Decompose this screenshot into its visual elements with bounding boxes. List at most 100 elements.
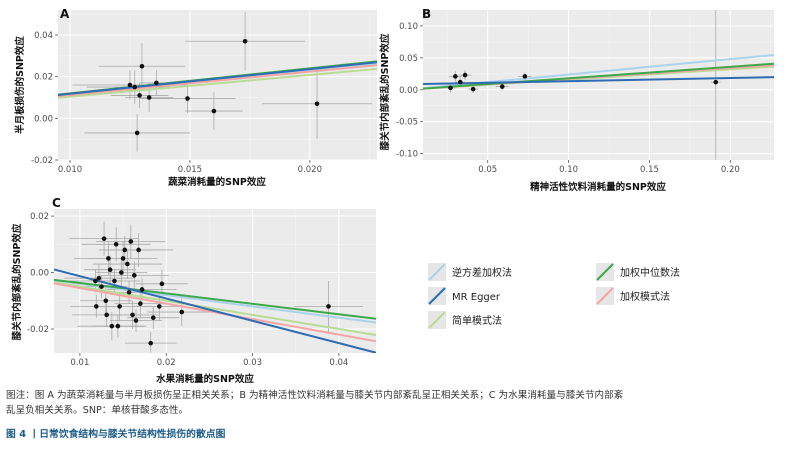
data-point bbox=[115, 323, 121, 329]
data-point bbox=[101, 236, 107, 241]
y-tick-label: -0.02 bbox=[27, 325, 49, 335]
x-tick-label: 0.05 bbox=[478, 165, 497, 175]
data-point bbox=[462, 72, 468, 78]
regression-line-mr-egger bbox=[58, 61, 377, 96]
caption-line-2: 乱呈负相关关系。SNP：单核苷酸多态性。 bbox=[6, 405, 189, 416]
data-point bbox=[126, 289, 132, 295]
data-point bbox=[96, 275, 102, 281]
regression-line-weighted-median bbox=[54, 278, 376, 320]
data-point bbox=[134, 130, 140, 136]
data-point bbox=[109, 323, 115, 329]
data-point bbox=[94, 304, 99, 309]
regression-line-mr-egger bbox=[423, 76, 774, 86]
legend-label: 加权模式法 bbox=[620, 290, 670, 303]
panel-b-points bbox=[448, 72, 719, 92]
data-point bbox=[157, 304, 162, 309]
data-point bbox=[457, 79, 463, 85]
legend-item: 逆方差加权法 bbox=[428, 263, 512, 281]
y-tick-label: 0.04 bbox=[34, 31, 53, 41]
figure: 0.010 0.015 0.020 -0.02 0.00 0.02 0.04 A 蔬菜消耗量… bbox=[11, 7, 774, 385]
regression-line-weighted-median bbox=[423, 62, 774, 90]
legend-label: 加权中位数法 bbox=[620, 266, 680, 279]
x-tick-label: 0.03 bbox=[243, 358, 262, 368]
x-tick-label: 0.020 bbox=[298, 165, 322, 175]
panel-c-xlabel: 水果消耗量的SNP效应 bbox=[156, 373, 254, 385]
regression-line-mr-egger bbox=[54, 268, 376, 353]
data-point bbox=[148, 340, 153, 346]
data-point bbox=[104, 312, 109, 318]
panel-b-ylabel: 膝关节内部紊乱的SNP效应 bbox=[379, 33, 391, 150]
y-tick-label: 0.10 bbox=[399, 22, 418, 32]
data-point bbox=[139, 63, 145, 69]
panel-c-points bbox=[93, 236, 331, 346]
panel-b-xlabel: 精神活性饮料消耗量的SNP效应 bbox=[530, 181, 666, 193]
legend-item: 加权中位数法 bbox=[596, 263, 680, 281]
data-point bbox=[242, 38, 248, 44]
data-point bbox=[179, 309, 185, 315]
panel-c-grid bbox=[54, 209, 376, 353]
panel-c: 0.01 0.02 0.03 0.04 -0.02 0.00 0.02 C 水果消耗量的SN… bbox=[11, 196, 376, 385]
panel-a-grid bbox=[58, 10, 377, 161]
panel-c-regression-lines bbox=[54, 268, 376, 353]
data-point bbox=[119, 270, 124, 275]
panel-b-ticks: 0.05 0.10 0.15 0.20 -0.10 -0.05 0.00 0.05 0.10 bbox=[396, 22, 740, 175]
data-point bbox=[112, 278, 117, 284]
y-tick-label: 0.00 bbox=[399, 86, 418, 96]
regression-line-simple-mode bbox=[54, 281, 376, 337]
x-tick-label: 0.015 bbox=[178, 165, 202, 175]
data-point bbox=[103, 298, 109, 304]
panel-a: 0.010 0.015 0.020 -0.02 0.00 0.02 0.04 A 蔬菜消耗量… bbox=[14, 7, 377, 188]
panel-c-ticks: 0.01 0.02 0.03 0.04 -0.02 0.00 0.02 bbox=[27, 212, 348, 368]
x-tick-label: 0.02 bbox=[157, 358, 176, 368]
data-point bbox=[159, 281, 165, 287]
regression-line-ivw bbox=[54, 279, 376, 324]
y-tick-label: -0.05 bbox=[396, 118, 418, 128]
y-tick-label: 0.00 bbox=[34, 114, 53, 124]
y-tick-label: 0.02 bbox=[34, 73, 53, 83]
data-point bbox=[499, 84, 505, 89]
y-tick-label: 0.02 bbox=[30, 212, 49, 222]
x-tick-label: 0.15 bbox=[640, 165, 659, 175]
y-tick-label: 0.05 bbox=[399, 54, 418, 64]
panel-a-points bbox=[127, 38, 320, 136]
regression-line-weighted-mode bbox=[54, 282, 376, 343]
data-point bbox=[713, 79, 719, 85]
legend-item: 简单模式法 bbox=[428, 311, 502, 329]
data-point bbox=[448, 85, 453, 91]
panel-c-letter: C bbox=[52, 196, 61, 210]
caption-line-1: 图注：图 A 为蔬菜消耗量与半月板损伤呈正相关关系；B 为精神活性饮料消耗量与膝… bbox=[6, 390, 624, 401]
legend-key-line bbox=[428, 287, 446, 305]
data-point bbox=[128, 239, 134, 244]
legend-label: MR Egger bbox=[452, 292, 501, 303]
legend-item: MR Egger bbox=[428, 287, 501, 305]
data-point bbox=[132, 84, 138, 90]
data-point bbox=[139, 287, 145, 292]
data-point bbox=[113, 241, 119, 247]
regression-line-weighted-mode bbox=[58, 64, 377, 98]
panel-b-letter: B bbox=[422, 7, 431, 21]
legend-label: 简单模式法 bbox=[452, 314, 502, 327]
x-tick-label: 0.20 bbox=[721, 165, 740, 175]
panel-c-ylabel: 膝关节内部紊乱的SNP效应 bbox=[11, 223, 23, 340]
panel-a-ylabel: 半月板损伤的SNP效应 bbox=[14, 36, 26, 134]
figure-title: 图 4 丨日常饮食结构与膝关节结构性损伤的散点图 bbox=[6, 429, 226, 440]
data-point bbox=[326, 304, 331, 309]
data-point bbox=[522, 74, 528, 79]
data-point bbox=[150, 315, 156, 321]
panel-b: 0.05 0.10 0.15 0.20 -0.10 -0.05 0.00 0.05 0.10 B… bbox=[379, 7, 774, 193]
regression-line-simple-mode bbox=[58, 67, 377, 99]
panel-a-xlabel: 蔬菜消耗量的SNP效应 bbox=[168, 176, 266, 188]
y-tick-label: -0.10 bbox=[396, 150, 418, 160]
data-point bbox=[154, 80, 159, 86]
figure-caption: 图注：图 A 为蔬菜消耗量与半月板损伤呈正相关关系；B 为精神活性饮料消耗量与膝… bbox=[6, 388, 792, 418]
data-point bbox=[99, 284, 104, 289]
panel-a-letter: A bbox=[60, 7, 70, 21]
panel-b-regression-lines bbox=[423, 54, 774, 90]
data-point bbox=[185, 96, 190, 101]
data-point bbox=[117, 304, 122, 309]
data-point bbox=[127, 82, 133, 88]
x-tick-label: 0.04 bbox=[329, 358, 348, 368]
data-point bbox=[136, 247, 141, 253]
data-point bbox=[120, 256, 126, 261]
